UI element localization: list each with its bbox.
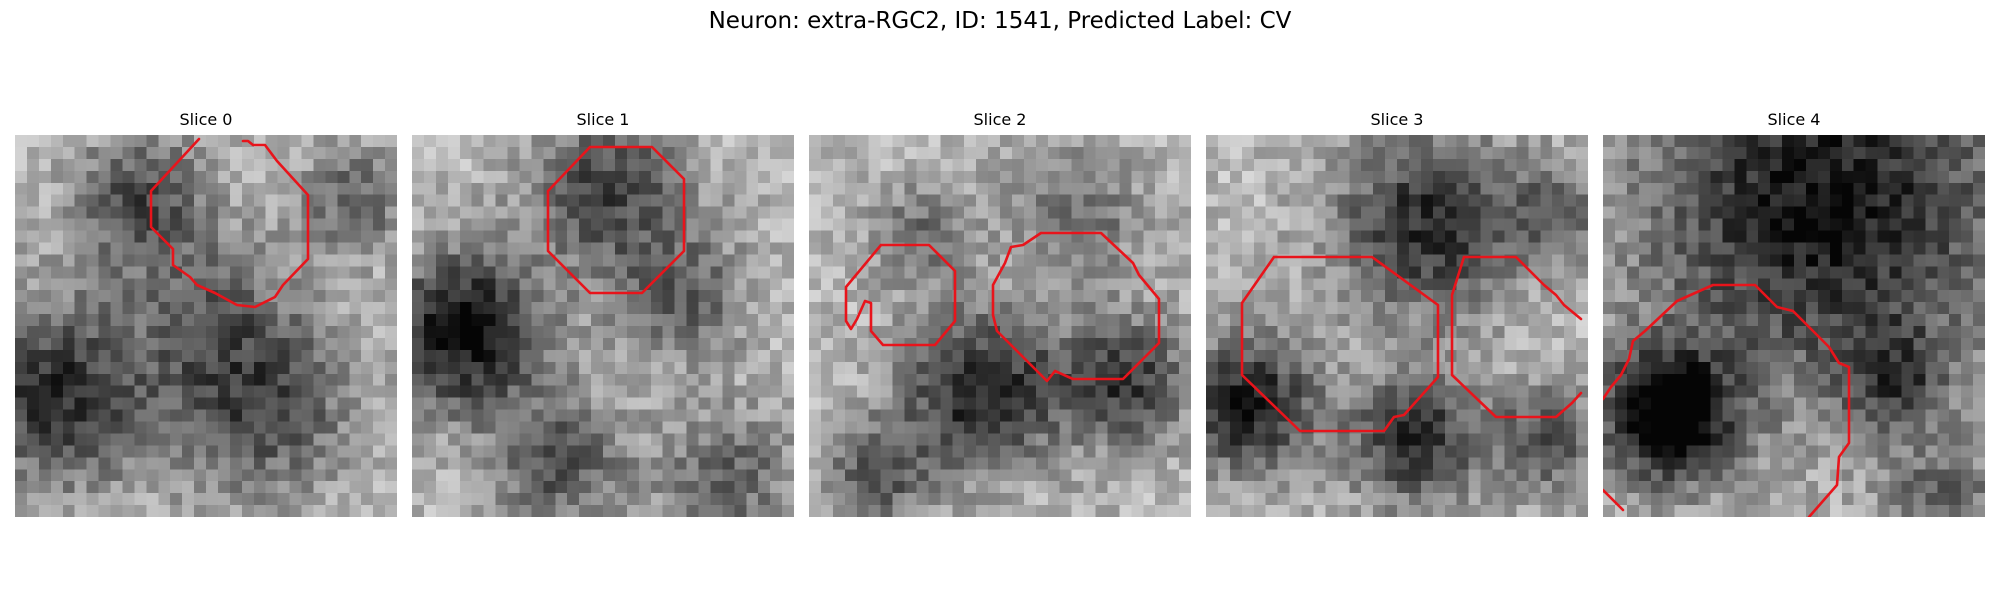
slice-0-contour xyxy=(149,137,310,309)
slice-2-microscopy xyxy=(809,135,1191,517)
slice-0-title: Slice 0 xyxy=(179,110,233,129)
slice-0-image xyxy=(15,135,397,517)
slice-2-image xyxy=(809,135,1191,517)
slice-2-contour xyxy=(844,231,1161,383)
slice-4-title: Slice 4 xyxy=(1767,110,1821,129)
slice-0-microscopy xyxy=(15,135,397,517)
slice-4-microscopy xyxy=(1603,135,1985,517)
slice-1-microscopy xyxy=(412,135,794,517)
slice-3-contour xyxy=(1240,255,1583,433)
slice-2-title: Slice 2 xyxy=(973,110,1027,129)
slice-3-title: Slice 3 xyxy=(1370,110,1424,129)
slice-1-title: Slice 1 xyxy=(576,110,630,129)
figure-title: Neuron: extra-RGC2, ID: 1541, Predicted … xyxy=(708,8,1292,34)
slice-4-contour xyxy=(1603,283,1851,517)
slice-4-image xyxy=(1603,135,1985,517)
slice-1-contour xyxy=(546,145,686,295)
slice-1-image xyxy=(412,135,794,517)
slice-3-microscopy xyxy=(1206,135,1588,517)
slice-3-image xyxy=(1206,135,1588,517)
